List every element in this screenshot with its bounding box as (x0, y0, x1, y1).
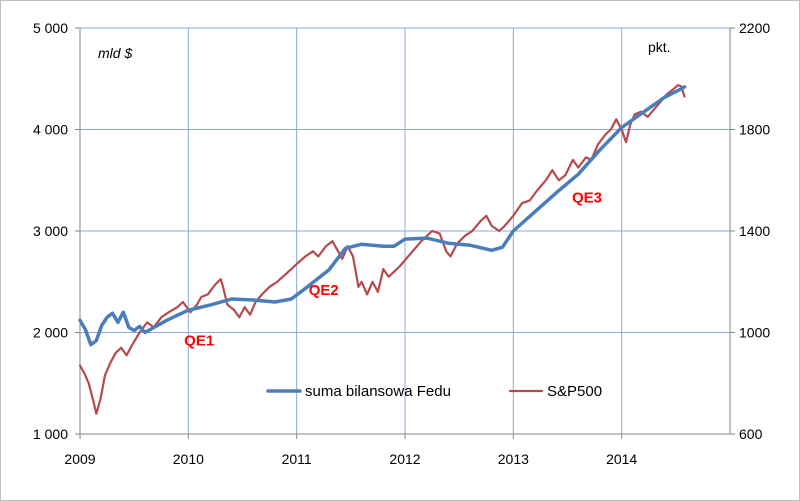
x-tick-label: 2009 (64, 451, 95, 467)
right-unit-label: pkt. (648, 39, 671, 55)
legend-label: suma bilansowa Fedu (305, 383, 451, 400)
annotation-label: QE2 (309, 282, 339, 299)
right-y-tick-label: 1800 (739, 122, 770, 138)
legend: suma bilansowa Fedu S&P500 (266, 383, 602, 400)
x-tick-label: 2012 (389, 451, 420, 467)
x-tick-label: 2011 (282, 451, 312, 467)
left-y-tick-label: 4 000 (33, 122, 68, 138)
right-y-tick-label: 2200 (739, 20, 770, 36)
left-unit-label: mld $ (98, 45, 132, 61)
x-tick-label: 2010 (173, 451, 204, 467)
series-group (78, 84, 687, 415)
right-y-tick-label: 1000 (739, 325, 770, 341)
series-line-sp500 (78, 84, 686, 415)
left-y-tick-label: 3 000 (33, 223, 68, 239)
tick-labels: 1 000 2 000 3 000 4 000 5 000 600 1000 1400 1800… (33, 20, 770, 467)
left-y-tick-label: 1 000 (33, 426, 68, 442)
left-y-tick-label: 5 000 (33, 20, 68, 36)
annotation-label: QE1 (184, 333, 214, 350)
legend-label: S&P500 (547, 383, 602, 400)
series-line-fed-balance (78, 85, 687, 347)
left-y-tick-label: 2 000 (33, 325, 68, 341)
right-y-tick-label: 1400 (739, 223, 770, 239)
annotations: QE1 QE2 QE3 (184, 190, 602, 350)
annotation-label: QE3 (572, 190, 602, 207)
x-tick-label: 2014 (606, 451, 637, 467)
gridlines (80, 27, 730, 434)
right-y-tick-label: 600 (739, 426, 763, 442)
x-tick-label: 2013 (498, 451, 529, 467)
